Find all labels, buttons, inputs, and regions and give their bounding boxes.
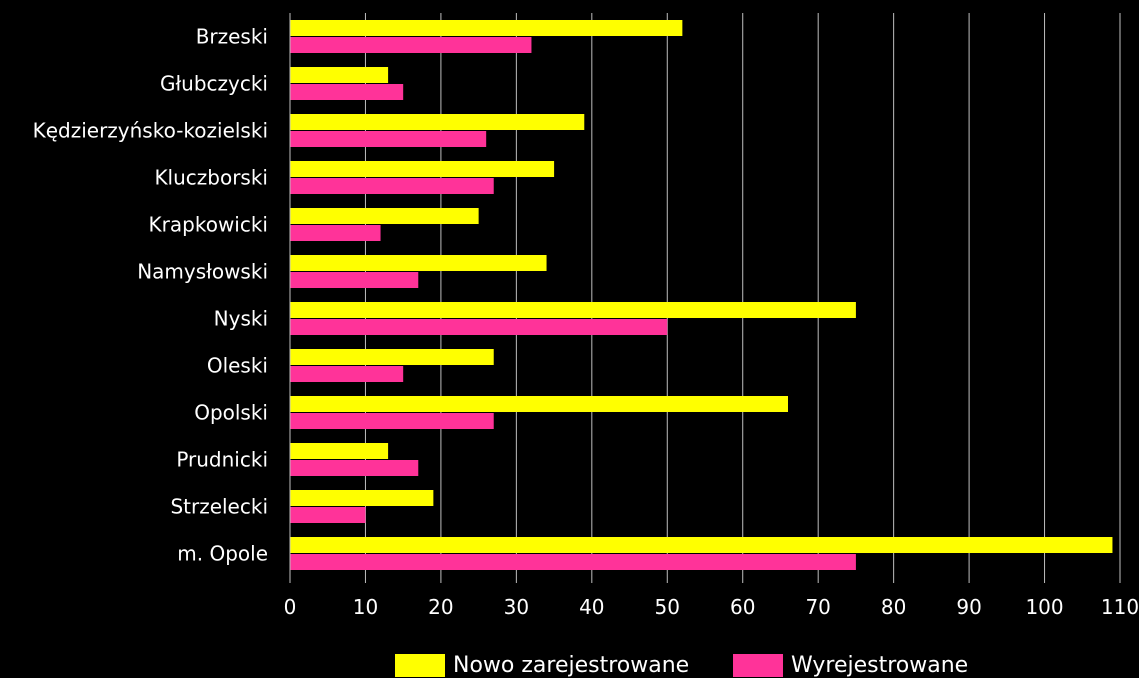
- bar-wyrejestrowane-opolski: [290, 413, 494, 429]
- bar-wyrejestrowane-brzeski: [290, 37, 532, 53]
- bar-nowo-zarejestrowane-glubczycki: [290, 67, 389, 83]
- bar-nowo-zarejestrowane-oleski: [290, 349, 494, 365]
- category-label-nyski: Nyski: [214, 307, 268, 331]
- bar-wyrejestrowane-kedzierzynsko-kozielski: [290, 131, 487, 147]
- bar-wyrejestrowane-oleski: [290, 366, 404, 382]
- legend-item-wyrejestrowane: Wyrejestrowane: [733, 654, 968, 677]
- bar-wyrejestrowane-strzelecki: [290, 507, 366, 523]
- x-tick-label-90: 90: [956, 595, 981, 619]
- bar-wyrejestrowane-m-opole: [290, 554, 856, 570]
- legend: Nowo zarejestrowane Wyrejestrowane: [0, 654, 1139, 677]
- category-label-glubczycki: Głubczycki: [160, 72, 268, 96]
- bar-nowo-zarejestrowane-m-opole: [290, 537, 1113, 553]
- bar-nowo-zarejestrowane-namyslowski: [290, 255, 547, 271]
- bar-wyrejestrowane-glubczycki: [290, 84, 404, 100]
- x-tick-label-0: 0: [284, 595, 297, 619]
- bar-nowo-zarejestrowane-kluczborski: [290, 161, 555, 177]
- category-label-kluczborski: Kluczborski: [154, 166, 268, 190]
- grid-lines: [364, 13, 1121, 577]
- bar-nowo-zarejestrowane-krapkowicki: [290, 208, 479, 224]
- bar-wyrejestrowane-nyski: [290, 319, 668, 335]
- category-label-krapkowicki: Krapkowicki: [149, 213, 268, 237]
- bar-wyrejestrowane-kluczborski: [290, 178, 494, 194]
- x-tick-label-100: 100: [1025, 595, 1063, 619]
- x-tick-label-70: 70: [805, 595, 830, 619]
- legend-label-wyrejestrowane: Wyrejestrowane: [791, 653, 969, 678]
- bar-wyrejestrowane-prudnicki: [290, 460, 419, 476]
- legend-swatch-wyrejestrowane: [733, 654, 783, 677]
- bars: [290, 20, 1113, 570]
- bar-nowo-zarejestrowane-prudnicki: [290, 443, 389, 459]
- x-tick-label-110: 110: [1101, 595, 1139, 619]
- bar-nowo-zarejestrowane-kedzierzynsko-kozielski: [290, 114, 585, 130]
- category-label-namyslowski: Namysłowski: [137, 260, 268, 284]
- x-tick-label-30: 30: [504, 595, 529, 619]
- x-tick-label-50: 50: [655, 595, 680, 619]
- x-tick-label-60: 60: [730, 595, 755, 619]
- bar-nowo-zarejestrowane-brzeski: [290, 20, 683, 36]
- legend-item-nowo-zarejestrowane: Nowo zarejestrowane: [395, 654, 689, 677]
- bar-wyrejestrowane-namyslowski: [290, 272, 419, 288]
- axes: 0 10 20 30 40 50 60 70 80 90 100 110 Brzeski Głubczyc…: [33, 13, 1139, 619]
- x-tick-label-80: 80: [881, 595, 906, 619]
- bar-wyrejestrowane-krapkowicki: [290, 225, 381, 241]
- category-label-oleski: Oleski: [207, 354, 268, 378]
- category-label-kedzierzynsko-kozielski: Kędzierzyńsko-kozielski: [33, 119, 268, 143]
- bar-nowo-zarejestrowane-nyski: [290, 302, 856, 318]
- x-tick-label-40: 40: [579, 595, 604, 619]
- category-label-m-opole: m. Opole: [177, 542, 268, 566]
- category-label-strzelecki: Strzelecki: [170, 495, 268, 519]
- category-label-prudnicki: Prudnicki: [176, 448, 268, 472]
- legend-label-nowo-zarejestrowane: Nowo zarejestrowane: [453, 653, 690, 678]
- bar-nowo-zarejestrowane-opolski: [290, 396, 788, 412]
- category-label-brzeski: Brzeski: [196, 25, 268, 49]
- x-tick-label-10: 10: [353, 595, 378, 619]
- bar-nowo-zarejestrowane-strzelecki: [290, 490, 434, 506]
- x-tick-label-20: 20: [428, 595, 453, 619]
- category-label-opolski: Opolski: [194, 401, 268, 425]
- legend-swatch-nowo-zarejestrowane: [395, 654, 445, 677]
